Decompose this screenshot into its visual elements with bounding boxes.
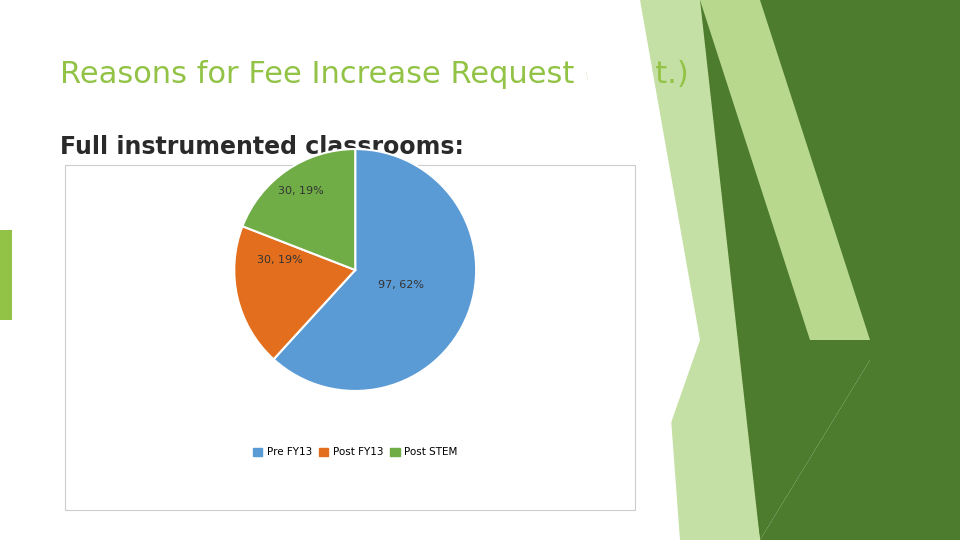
Text: 30, 19%: 30, 19% — [257, 255, 303, 265]
Polygon shape — [760, 0, 960, 540]
Polygon shape — [640, 0, 760, 540]
Text: 30, 19%: 30, 19% — [277, 186, 324, 197]
Polygon shape — [0, 230, 12, 320]
Wedge shape — [234, 226, 355, 359]
Wedge shape — [243, 149, 355, 270]
Polygon shape — [700, 0, 870, 340]
Text: Reasons for Fee Increase Request (Cont.): Reasons for Fee Increase Request (Cont.) — [60, 60, 688, 89]
Bar — [65, 165, 635, 510]
Legend: Pre FY13, Post FY13, Post STEM: Pre FY13, Post FY13, Post STEM — [249, 443, 462, 461]
Polygon shape — [580, 0, 700, 540]
Text: 97, 62%: 97, 62% — [378, 280, 424, 289]
Wedge shape — [274, 149, 476, 391]
Polygon shape — [870, 0, 960, 540]
Text: Full instrumented classrooms:: Full instrumented classrooms: — [60, 135, 464, 159]
Polygon shape — [680, 0, 870, 540]
